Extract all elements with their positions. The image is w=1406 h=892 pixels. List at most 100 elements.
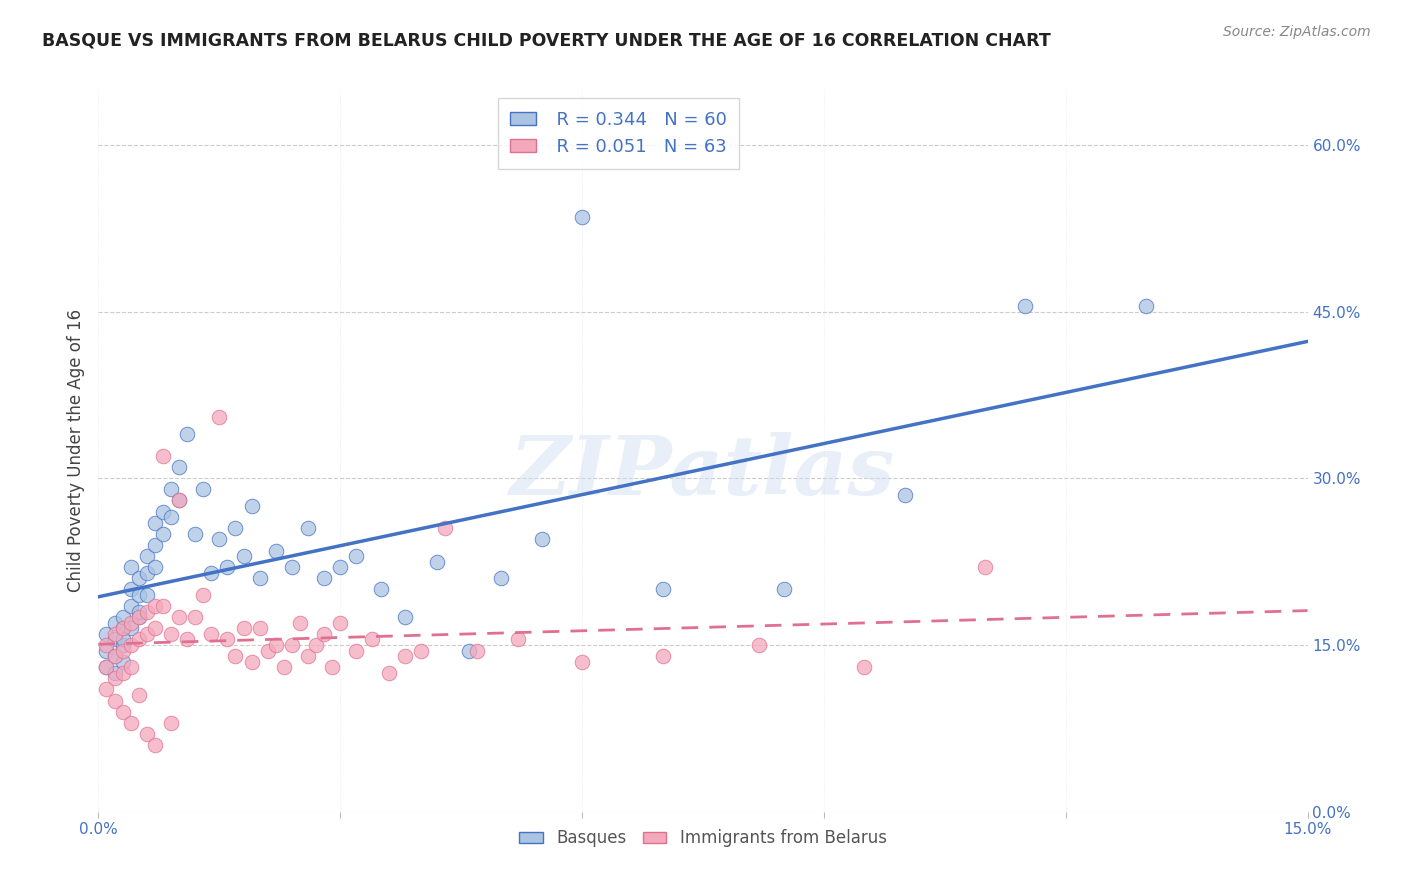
Point [160,510,183,524]
Point [103,649,125,664]
Point [103,665,125,680]
Point [143,560,166,574]
Point [321,660,343,674]
Point [135,627,157,641]
Point [651,582,673,597]
Point [281,638,304,652]
Point [273,660,295,674]
Y-axis label: Child Poverty Under the Age of 16: Child Poverty Under the Age of 16 [66,309,84,592]
Point [96,660,118,674]
Text: Source: ZipAtlas.com: Source: ZipAtlas.com [1223,25,1371,39]
Point [329,560,352,574]
Point [96,682,118,697]
Point [128,610,150,624]
Point [288,615,311,630]
Point [128,588,150,602]
Point [217,560,239,574]
Point [208,410,231,425]
Point [314,627,336,641]
Point [167,493,190,508]
Point [506,632,529,647]
Point [329,615,352,630]
Point [120,621,142,635]
Point [111,621,134,635]
Point [135,566,157,580]
Point [111,632,134,647]
Point [232,621,254,635]
Point [96,660,118,674]
Point [281,560,304,574]
Point [184,526,207,541]
Point [128,610,150,624]
Point [135,727,157,741]
Point [143,621,166,635]
Point [748,638,770,652]
Point [128,571,150,585]
Point [394,610,416,624]
Point [184,610,207,624]
Point [361,632,384,647]
Point [103,615,125,630]
Point [297,521,319,535]
Point [200,566,222,580]
Point [434,521,457,535]
Point [111,655,134,669]
Point [1135,299,1157,313]
Point [167,610,190,624]
Legend: Basques, Immigrants from Belarus: Basques, Immigrants from Belarus [513,822,893,854]
Point [426,555,449,569]
Point [128,688,150,702]
Point [377,665,399,680]
Point [249,571,271,585]
Point [120,615,142,630]
Point [135,549,157,563]
Point [530,533,553,547]
Point [176,632,198,647]
Point [111,705,134,719]
Point [491,571,513,585]
Point [111,610,134,624]
Point [120,660,142,674]
Point [103,627,125,641]
Point [893,488,915,502]
Point [344,643,367,657]
Point [143,516,166,530]
Point [160,627,183,641]
Point [96,643,118,657]
Point [120,715,142,730]
Point [224,521,246,535]
Point [224,649,246,664]
Point [103,632,125,647]
Point [96,627,118,641]
Point [103,649,125,664]
Point [103,693,125,707]
Point [409,643,432,657]
Point [571,210,593,224]
Point [458,643,481,657]
Point [111,665,134,680]
Point [240,499,263,513]
Point [571,655,593,669]
Point [167,493,190,508]
Point [370,582,392,597]
Point [152,449,174,463]
Point [297,649,319,664]
Point [394,649,416,664]
Point [314,571,336,585]
Point [152,599,174,613]
Point [193,588,215,602]
Point [111,621,134,635]
Point [193,483,215,497]
Point [264,543,287,558]
Point [772,582,794,597]
Point [143,538,166,552]
Point [135,605,157,619]
Point [128,632,150,647]
Point [143,738,166,752]
Text: BASQUE VS IMMIGRANTS FROM BELARUS CHILD POVERTY UNDER THE AGE OF 16 CORRELATION : BASQUE VS IMMIGRANTS FROM BELARUS CHILD … [42,31,1050,49]
Point [160,483,183,497]
Point [120,560,142,574]
Point [135,588,157,602]
Point [96,638,118,652]
Point [217,632,239,647]
